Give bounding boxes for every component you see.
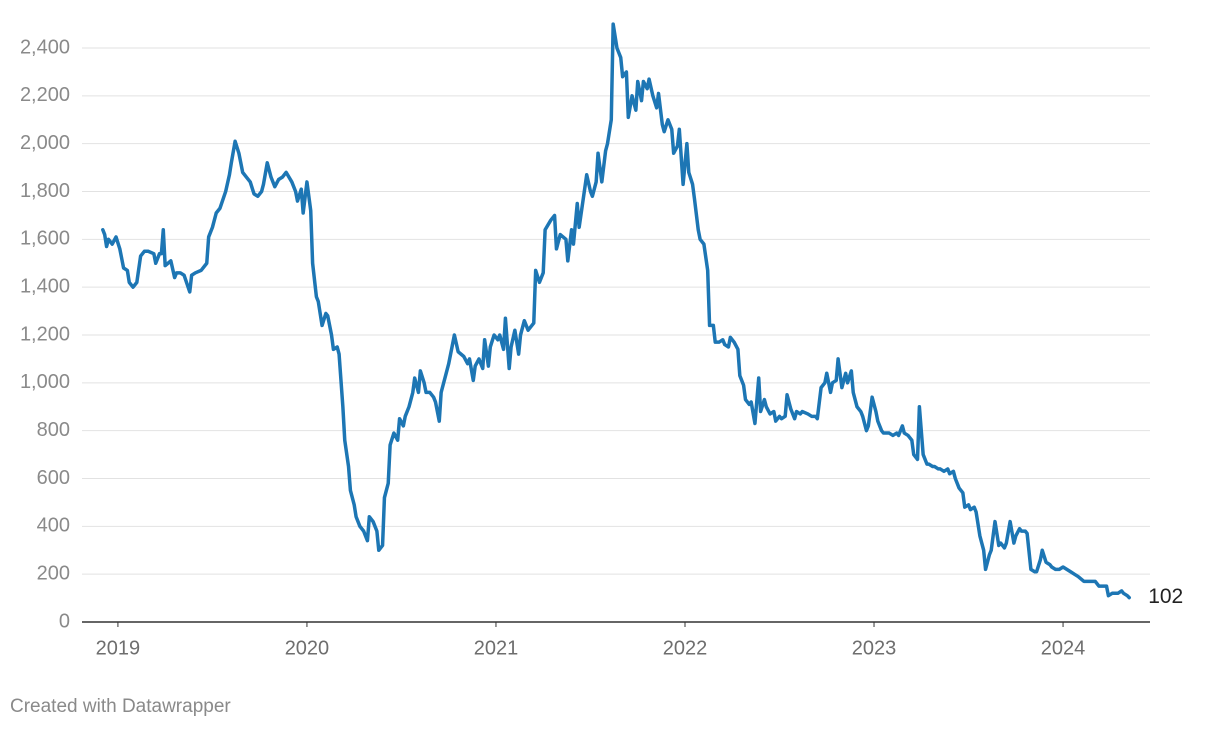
end-value-label: 102 xyxy=(1148,585,1183,608)
credit: Created with Datawrapper xyxy=(10,696,231,717)
x-tick-label: 2022 xyxy=(663,637,708,659)
y-tick-label: 200 xyxy=(37,562,70,584)
y-tick-label: 400 xyxy=(37,515,70,537)
line xyxy=(101,22,1131,600)
y-tick-label: 0 xyxy=(59,610,70,632)
y-tick-label: 1,600 xyxy=(20,228,70,250)
y-tick-label: 2,400 xyxy=(20,36,70,58)
y-tick-label: 1,200 xyxy=(20,323,70,345)
y-tick-label: 2,200 xyxy=(20,84,70,106)
y-tick-label: 1,400 xyxy=(20,275,70,297)
x-tick-label: 2020 xyxy=(285,637,330,659)
x-tick-label: 2023 xyxy=(852,637,897,659)
x-tick-label: 2021 xyxy=(474,637,519,659)
y-tick-label: 800 xyxy=(37,419,70,441)
y-tick-label: 1,000 xyxy=(20,371,70,393)
x-tick-label: 2019 xyxy=(96,637,141,659)
y-tick-label: 600 xyxy=(37,467,70,489)
y-tick-label: 1,800 xyxy=(20,180,70,202)
x-tick-label: 2024 xyxy=(1041,637,1086,659)
y-tick-label: 2,000 xyxy=(20,132,70,154)
